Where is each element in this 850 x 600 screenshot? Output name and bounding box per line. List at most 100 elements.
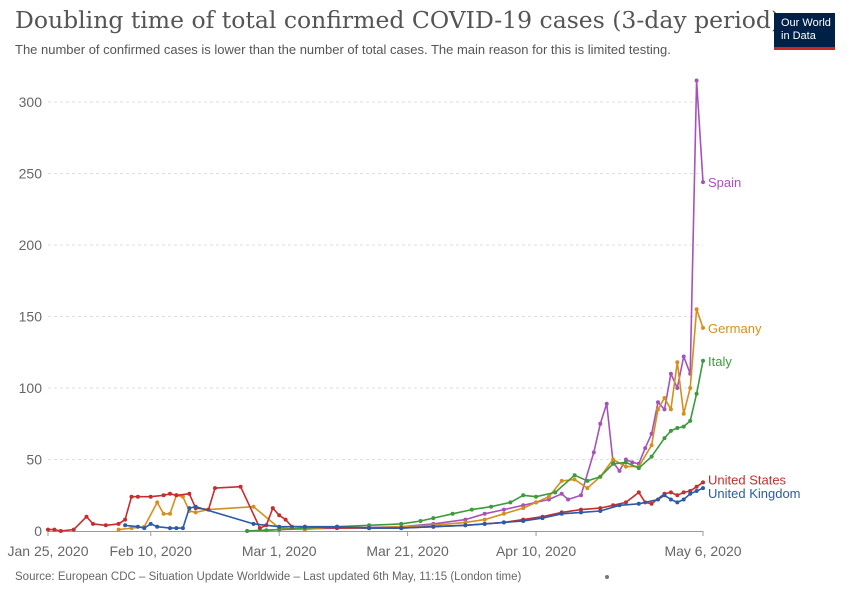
data-point-united-kingdom-31 [681, 497, 686, 502]
data-point-united-states-50 [701, 480, 705, 485]
data-point-germany-31 [649, 443, 654, 448]
data-point-spain-18 [604, 401, 609, 406]
data-point-germany-11 [251, 504, 256, 509]
data-point-united-states-14 [174, 493, 179, 498]
data-point-united-kingdom-19 [501, 520, 506, 525]
logo-line-2: in Data [781, 30, 816, 42]
data-point-united-states-19 [238, 484, 243, 489]
data-point-germany-37 [688, 386, 693, 390]
data-point-united-states-20 [257, 526, 262, 531]
series-label-united-kingdom: United Kingdom [708, 486, 801, 501]
data-point-united-kingdom-23 [579, 510, 583, 515]
data-point-spain-15 [579, 493, 583, 498]
data-point-united-states-15 [187, 491, 192, 496]
data-point-united-kingdom-28 [662, 493, 667, 498]
series-label-spain: Spain [708, 175, 741, 190]
data-point-italy-18 [598, 474, 603, 479]
data-point-germany-39 [701, 325, 705, 330]
data-point-united-kingdom-30 [675, 500, 680, 505]
data-point-united-states-40 [623, 500, 628, 505]
data-point-united-kingdom-4 [155, 524, 160, 529]
data-point-italy-0 [245, 529, 250, 533]
data-point-united-states-13 [168, 491, 172, 496]
data-point-united-kingdom-34 [701, 486, 705, 491]
data-point-germany-3 [155, 500, 160, 505]
data-point-germany-19 [482, 517, 487, 522]
data-point-germany-32 [656, 407, 660, 412]
data-point-spain-14 [566, 497, 571, 502]
data-point-united-states-47 [681, 490, 686, 495]
data-point-italy-7 [418, 519, 423, 523]
data-point-united-kingdom-6 [174, 526, 179, 531]
data-point-spain-24 [643, 446, 648, 451]
data-point-united-states-18 [213, 486, 217, 491]
data-point-germany-7 [180, 494, 185, 499]
data-point-united-kingdom-29 [668, 497, 673, 502]
data-point-italy-26 [681, 424, 686, 429]
info-dot-icon[interactable] [605, 575, 609, 579]
data-point-united-states-8 [123, 517, 128, 522]
data-point-italy-29 [701, 358, 705, 363]
data-point-spain-22 [630, 460, 635, 465]
x-tick-label-0: Jan 25, 2020 [8, 543, 89, 559]
x-tick-label-1: Feb 10, 2020 [109, 543, 192, 559]
data-point-italy-19 [611, 461, 616, 466]
data-point-italy-16 [572, 473, 577, 478]
data-point-united-states-5 [91, 521, 95, 526]
data-point-italy-14 [534, 494, 538, 499]
data-point-italy-13 [521, 493, 526, 498]
data-point-united-kingdom-27 [656, 497, 660, 502]
data-point-united-states-7 [116, 521, 121, 526]
data-point-united-states-3 [71, 527, 76, 532]
data-point-italy-8 [431, 516, 436, 521]
data-point-germany-34 [668, 407, 673, 412]
data-point-italy-23 [662, 436, 667, 441]
x-tick-label-2: Mar 1, 2020 [242, 543, 317, 559]
source-note: Source: European CDC – Situation Update … [15, 571, 522, 583]
data-point-italy-10 [469, 507, 474, 512]
data-point-united-states-41 [636, 490, 641, 495]
logo-line-1: Our World [781, 17, 831, 29]
data-point-united-kingdom-13 [335, 524, 339, 529]
data-point-spain-8 [482, 511, 487, 516]
data-point-united-kingdom-2 [142, 526, 147, 531]
data-point-united-kingdom-10 [251, 521, 256, 526]
owid-logo[interactable]: Our World in Data [774, 13, 835, 50]
data-point-spain-7 [463, 517, 468, 522]
data-point-italy-21 [636, 466, 641, 471]
data-point-spain-20 [617, 468, 622, 473]
data-point-germany-25 [572, 477, 577, 482]
data-point-united-states-1 [52, 527, 57, 532]
data-point-united-kingdom-5 [168, 526, 172, 531]
series-label-united-states: United States [708, 472, 787, 487]
data-point-united-states-10 [135, 494, 140, 499]
data-point-united-states-46 [675, 493, 680, 498]
data-point-united-states-12 [161, 493, 166, 498]
data-point-germany-36 [681, 411, 686, 416]
series-line-italy [247, 360, 704, 532]
data-point-germany-18 [463, 520, 468, 525]
data-point-united-kingdom-20 [521, 519, 526, 523]
data-point-united-states-49 [694, 484, 699, 489]
data-point-spain-21 [623, 457, 628, 462]
data-point-united-states-0 [46, 527, 50, 532]
data-point-spain-28 [668, 371, 673, 376]
data-point-united-states-11 [148, 494, 153, 499]
data-point-united-kingdom-17 [463, 523, 468, 528]
data-point-italy-20 [623, 460, 628, 465]
data-point-united-kingdom-33 [694, 489, 699, 493]
data-point-italy-27 [688, 418, 693, 423]
data-point-united-kingdom-14 [367, 526, 372, 531]
data-point-germany-21 [521, 506, 526, 511]
data-point-italy-9 [450, 511, 455, 516]
chart-title: Doubling time of total confirmed COVID-1… [15, 6, 781, 34]
data-point-italy-28 [694, 391, 699, 396]
y-tick-label-100: 100 [19, 380, 43, 396]
data-point-italy-11 [489, 504, 494, 509]
data-point-united-states-45 [668, 490, 673, 495]
data-point-italy-17 [585, 478, 590, 483]
data-point-germany-38 [694, 307, 699, 312]
series-line-germany [118, 308, 704, 531]
data-point-italy-22 [649, 454, 654, 459]
data-point-germany-33 [662, 396, 667, 400]
